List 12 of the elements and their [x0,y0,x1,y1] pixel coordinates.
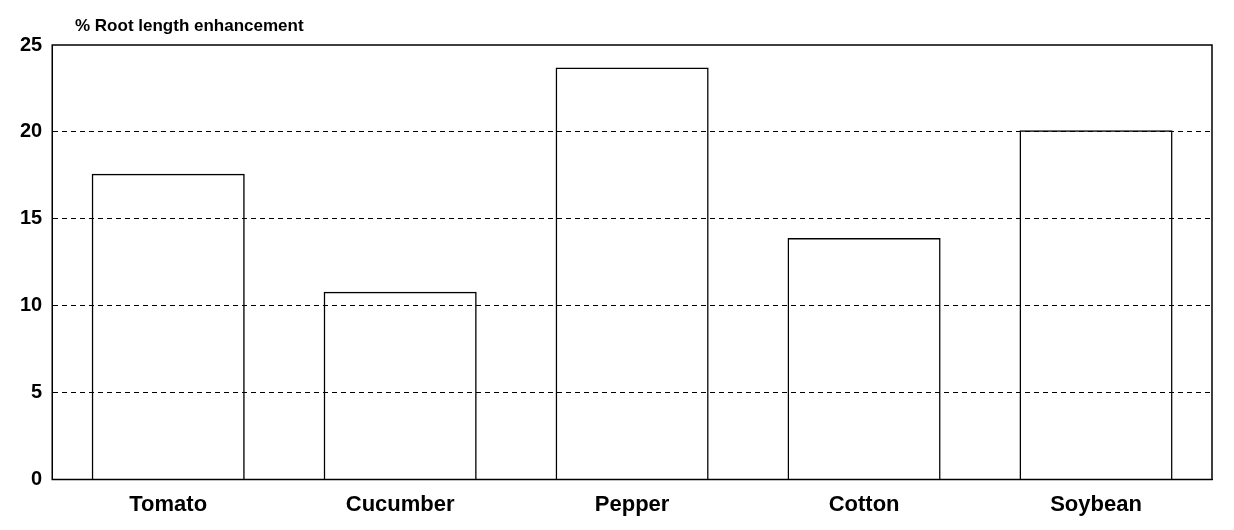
y-tick-label: 10 [20,293,43,316]
x-tick-label: Cucumber [345,490,456,516]
x-tick-label: Pepper [594,490,670,516]
y-tick-label: 25 [20,32,43,55]
y-tick-label: 20 [20,119,43,142]
x-tick-label: Tomato [129,490,208,516]
y-tick-label: 15 [20,206,43,229]
y-tick-label: 5 [31,380,43,403]
y-tick-label: 0 [31,467,43,490]
x-tick-label: Soybean [1050,490,1142,516]
y-axis-title: % Root length enhancement [75,16,304,36]
x-tick-label: Cotton [828,490,900,516]
